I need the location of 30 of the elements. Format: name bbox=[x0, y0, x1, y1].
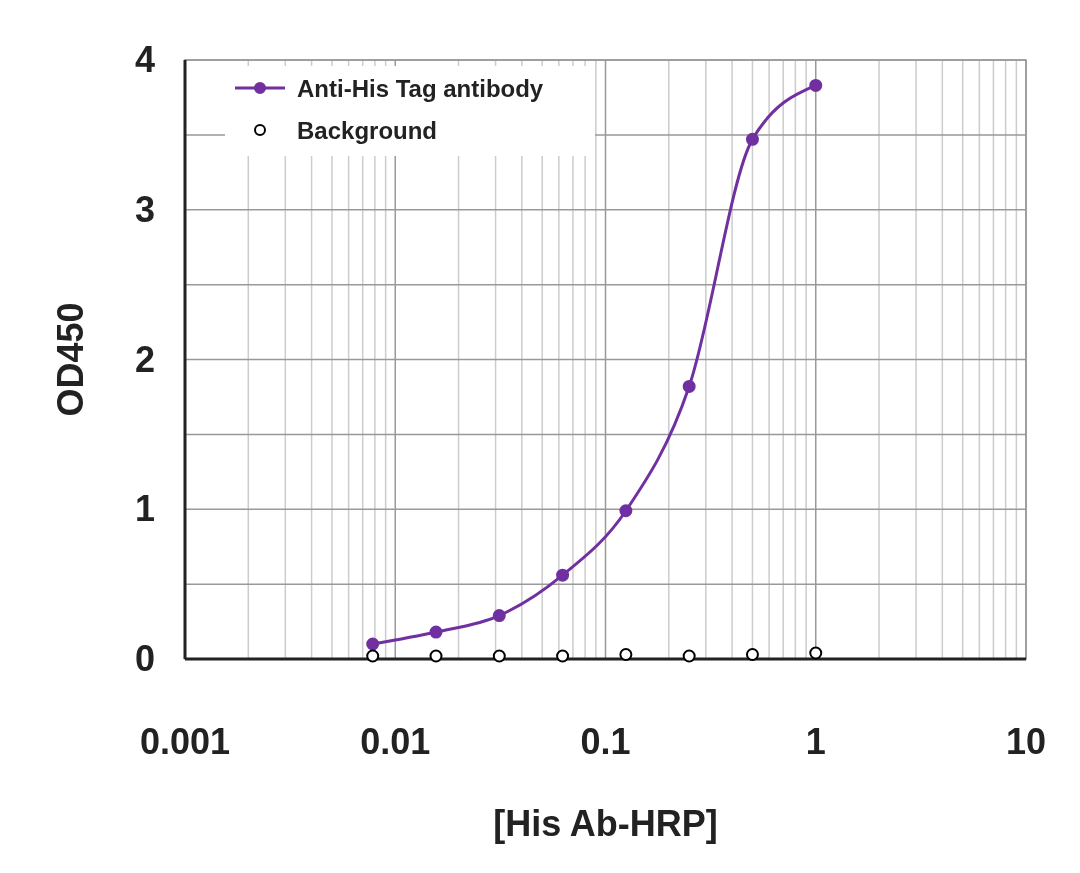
legend-label: Anti-His Tag antibody bbox=[297, 75, 544, 102]
point bbox=[429, 649, 443, 663]
point bbox=[745, 648, 759, 662]
point bbox=[809, 78, 823, 92]
y-tick-label: 0 bbox=[134, 638, 155, 679]
y-tick-label: 1 bbox=[134, 488, 155, 530]
point bbox=[429, 625, 443, 639]
x-tick-label: 0.1 bbox=[580, 721, 631, 762]
legend-label: Background bbox=[297, 117, 438, 144]
point bbox=[492, 609, 506, 623]
point bbox=[556, 568, 570, 582]
x-axis-title: [His Ab-HRP] bbox=[493, 803, 718, 844]
point bbox=[619, 648, 633, 662]
x-tick-label: 10 bbox=[1005, 721, 1047, 762]
point bbox=[682, 379, 696, 393]
y-tick-label: 4 bbox=[134, 39, 155, 80]
x-tick-label: 0.001 bbox=[139, 721, 231, 762]
x-tick-label: 0.01 bbox=[360, 721, 431, 762]
point bbox=[366, 649, 380, 663]
y-tick-label: 2 bbox=[134, 338, 155, 380]
point bbox=[366, 637, 380, 651]
point bbox=[745, 132, 759, 146]
x-tick-label: 1 bbox=[805, 721, 826, 762]
point bbox=[492, 649, 506, 663]
y-axis-title: OD450 bbox=[50, 302, 91, 417]
point bbox=[809, 646, 823, 660]
y-tick-label: 3 bbox=[134, 188, 155, 230]
point bbox=[682, 649, 696, 663]
point bbox=[556, 649, 570, 663]
point bbox=[619, 504, 633, 518]
